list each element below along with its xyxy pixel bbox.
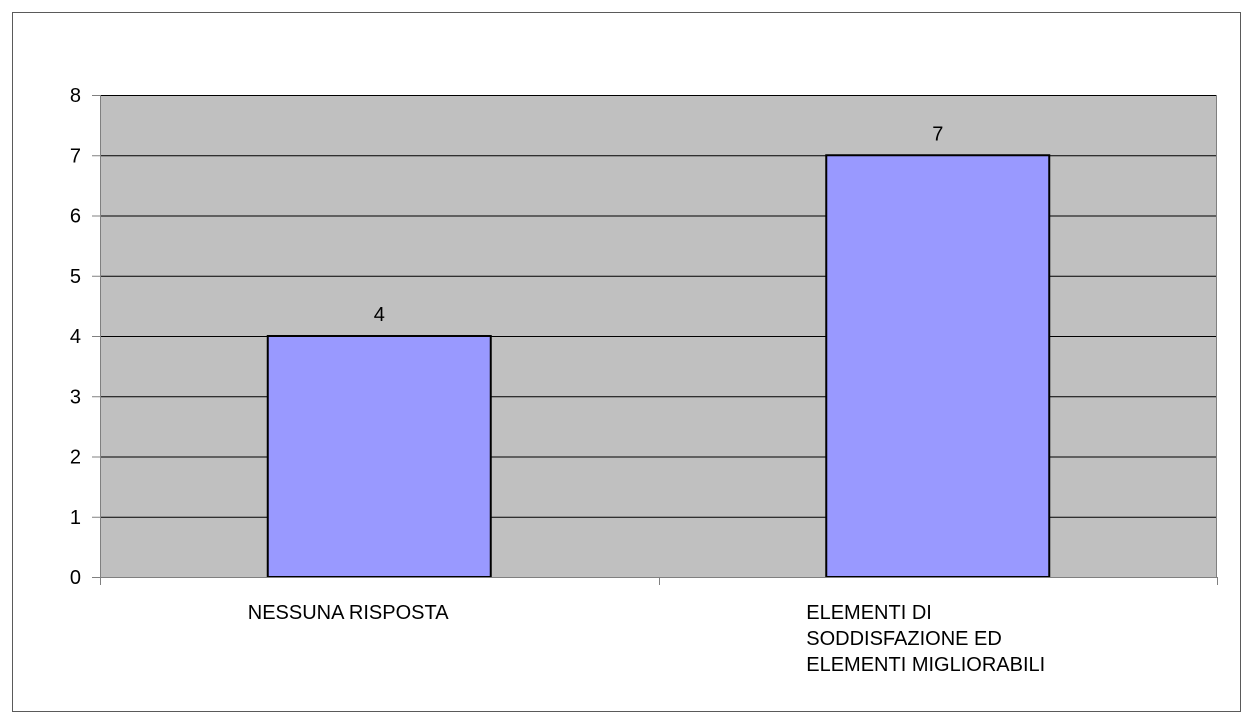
data-label: 4 bbox=[374, 304, 385, 326]
bars bbox=[266, 154, 1051, 578]
y-tick-label: 2 bbox=[70, 447, 81, 469]
axes bbox=[92, 95, 1218, 585]
y-tick-label: 4 bbox=[70, 326, 81, 348]
category-label: ELEMENTI DI bbox=[806, 602, 932, 624]
y-tick-label: 8 bbox=[70, 85, 81, 107]
y-tick-label: 3 bbox=[70, 386, 81, 408]
bar-2 bbox=[825, 154, 1051, 578]
y-tick-label: 5 bbox=[70, 266, 81, 288]
bar-1 bbox=[266, 335, 492, 578]
data-labels: 47 bbox=[374, 123, 944, 326]
y-tick-label: 1 bbox=[70, 507, 81, 529]
y-tick-labels: 0 1 2 3 4 5 6 7 8 bbox=[70, 85, 81, 589]
data-label: 7 bbox=[932, 123, 943, 145]
y-tick-label: 7 bbox=[70, 145, 81, 167]
category-label: NESSUNA RISPOSTA bbox=[248, 602, 449, 624]
y-tick-label: 0 bbox=[70, 567, 81, 589]
y-tick-label: 6 bbox=[70, 206, 81, 228]
category-label: SODDISFAZIONE ED bbox=[806, 628, 1002, 650]
category-label: ELEMENTI MIGLIORABILI bbox=[806, 654, 1045, 676]
category-labels: NESSUNA RISPOSTA ELEMENTI DI SODDISFAZIONE… bbox=[248, 602, 1045, 676]
